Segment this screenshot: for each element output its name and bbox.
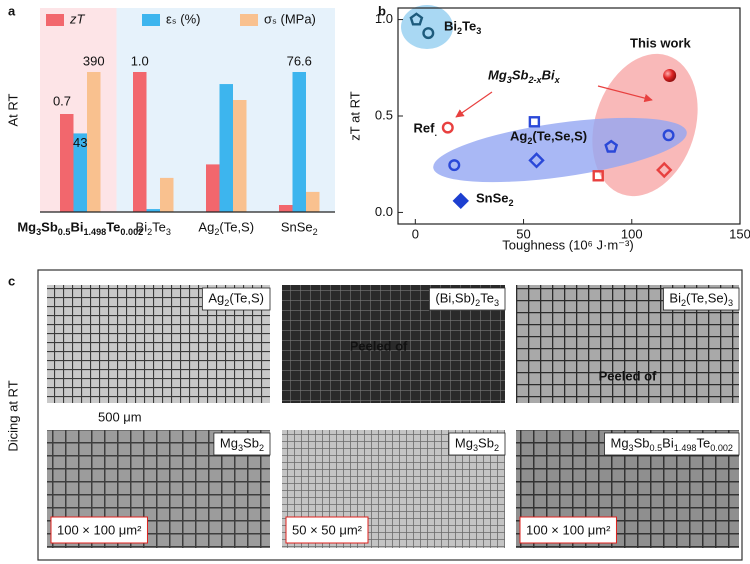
y-axis-label: zT at RT xyxy=(347,91,362,140)
material-label: Mg3Sb2 xyxy=(220,435,264,453)
y-tick-label: 1.0 xyxy=(375,11,393,26)
legend-label: εₛ (%) xyxy=(166,11,200,26)
point xyxy=(452,192,469,210)
panel-frame xyxy=(37,269,743,561)
label-box xyxy=(604,432,740,456)
material-label: Mg3Sb0.5Bi1.498Te0.002 xyxy=(610,435,733,453)
bar xyxy=(133,72,147,212)
x-tick-label: 100 xyxy=(621,226,643,241)
y-tick-label: 0.5 xyxy=(375,107,393,122)
material-label: Mg3Sb2 xyxy=(455,435,499,453)
point xyxy=(662,129,675,142)
y-tick-label: 0.0 xyxy=(375,204,393,219)
material-label: (Bi,Sb)2Te3 xyxy=(435,290,499,308)
legend-swatch xyxy=(46,14,64,26)
material-label: Bi2(Te,Se)3 xyxy=(669,290,733,308)
y-axis-label: At RT xyxy=(5,93,20,126)
size-label: 100 × 100 μm² xyxy=(526,522,611,537)
series-label: Bi2Te3 xyxy=(444,18,481,36)
bar xyxy=(73,133,87,212)
legend-label: σₛ (MPa) xyxy=(264,11,316,26)
series-label: Ref. xyxy=(414,120,437,138)
y-axis-label: Dicing at RT xyxy=(5,380,20,451)
series-label: This work xyxy=(630,35,691,50)
size-box xyxy=(285,516,369,544)
x-tick-label: 50 xyxy=(516,226,530,241)
bar xyxy=(219,84,233,212)
label-box xyxy=(201,287,271,311)
point xyxy=(592,170,604,182)
legend-swatch xyxy=(142,14,160,26)
ref-arrow xyxy=(455,91,493,118)
point xyxy=(409,12,424,26)
x-tick-label: Mg3Sb0.5Bi1.498Te0.002 xyxy=(17,219,143,237)
bar xyxy=(87,72,101,212)
bar xyxy=(292,72,306,212)
label-box xyxy=(213,432,271,456)
label-box xyxy=(429,287,506,311)
legend-label: zT xyxy=(69,11,86,26)
point xyxy=(528,116,541,128)
panel-label: c xyxy=(8,273,15,288)
x-axis-label: Toughness (10⁶ J·m⁻³) xyxy=(502,237,633,252)
ag-region xyxy=(433,117,687,183)
material-label: Ag2(Te,S) xyxy=(208,290,264,308)
size-box xyxy=(519,516,617,544)
x-tick-label: 150 xyxy=(729,226,750,241)
size-box xyxy=(50,516,148,544)
point xyxy=(656,161,673,179)
x-tick-label: SnSe2 xyxy=(281,219,318,237)
bar xyxy=(279,205,293,212)
point xyxy=(441,121,454,134)
mg-arrow xyxy=(597,85,653,103)
value-label: 0.7 xyxy=(53,93,71,108)
bar xyxy=(146,209,160,212)
peel-note: Peeled of xyxy=(350,338,408,353)
x-tick-label: 0 xyxy=(412,226,419,241)
bar xyxy=(160,177,174,212)
point xyxy=(604,139,619,153)
x-tick-label: Bi2Te3 xyxy=(136,219,171,237)
panel-label: a xyxy=(8,3,16,18)
x-tick-label: Ag2(Te,S) xyxy=(198,219,254,237)
peel-note: Peeled of xyxy=(599,368,657,383)
label-box xyxy=(663,287,740,311)
value-label: 43 xyxy=(73,135,87,150)
value-label: 1.0 xyxy=(131,53,149,68)
point xyxy=(448,159,461,172)
panel-label: b xyxy=(378,3,386,18)
value-label: 76.6 xyxy=(287,53,312,68)
size-label: 50 × 50 μm² xyxy=(292,522,363,537)
legend-swatch xyxy=(240,14,258,26)
value-label: 390 xyxy=(83,53,105,68)
series-label: Mg3Sb2-xBix xyxy=(488,67,561,85)
size-label: 100 × 100 μm² xyxy=(57,522,142,537)
scale-bar-label: 500 μm xyxy=(98,409,142,424)
point xyxy=(528,152,545,169)
bar xyxy=(306,191,320,212)
label-box xyxy=(448,432,506,456)
bar xyxy=(206,164,220,212)
bar xyxy=(233,100,247,212)
bar xyxy=(60,114,74,212)
point xyxy=(663,69,677,82)
point xyxy=(422,27,435,40)
series-label: SnSe2 xyxy=(476,190,514,208)
